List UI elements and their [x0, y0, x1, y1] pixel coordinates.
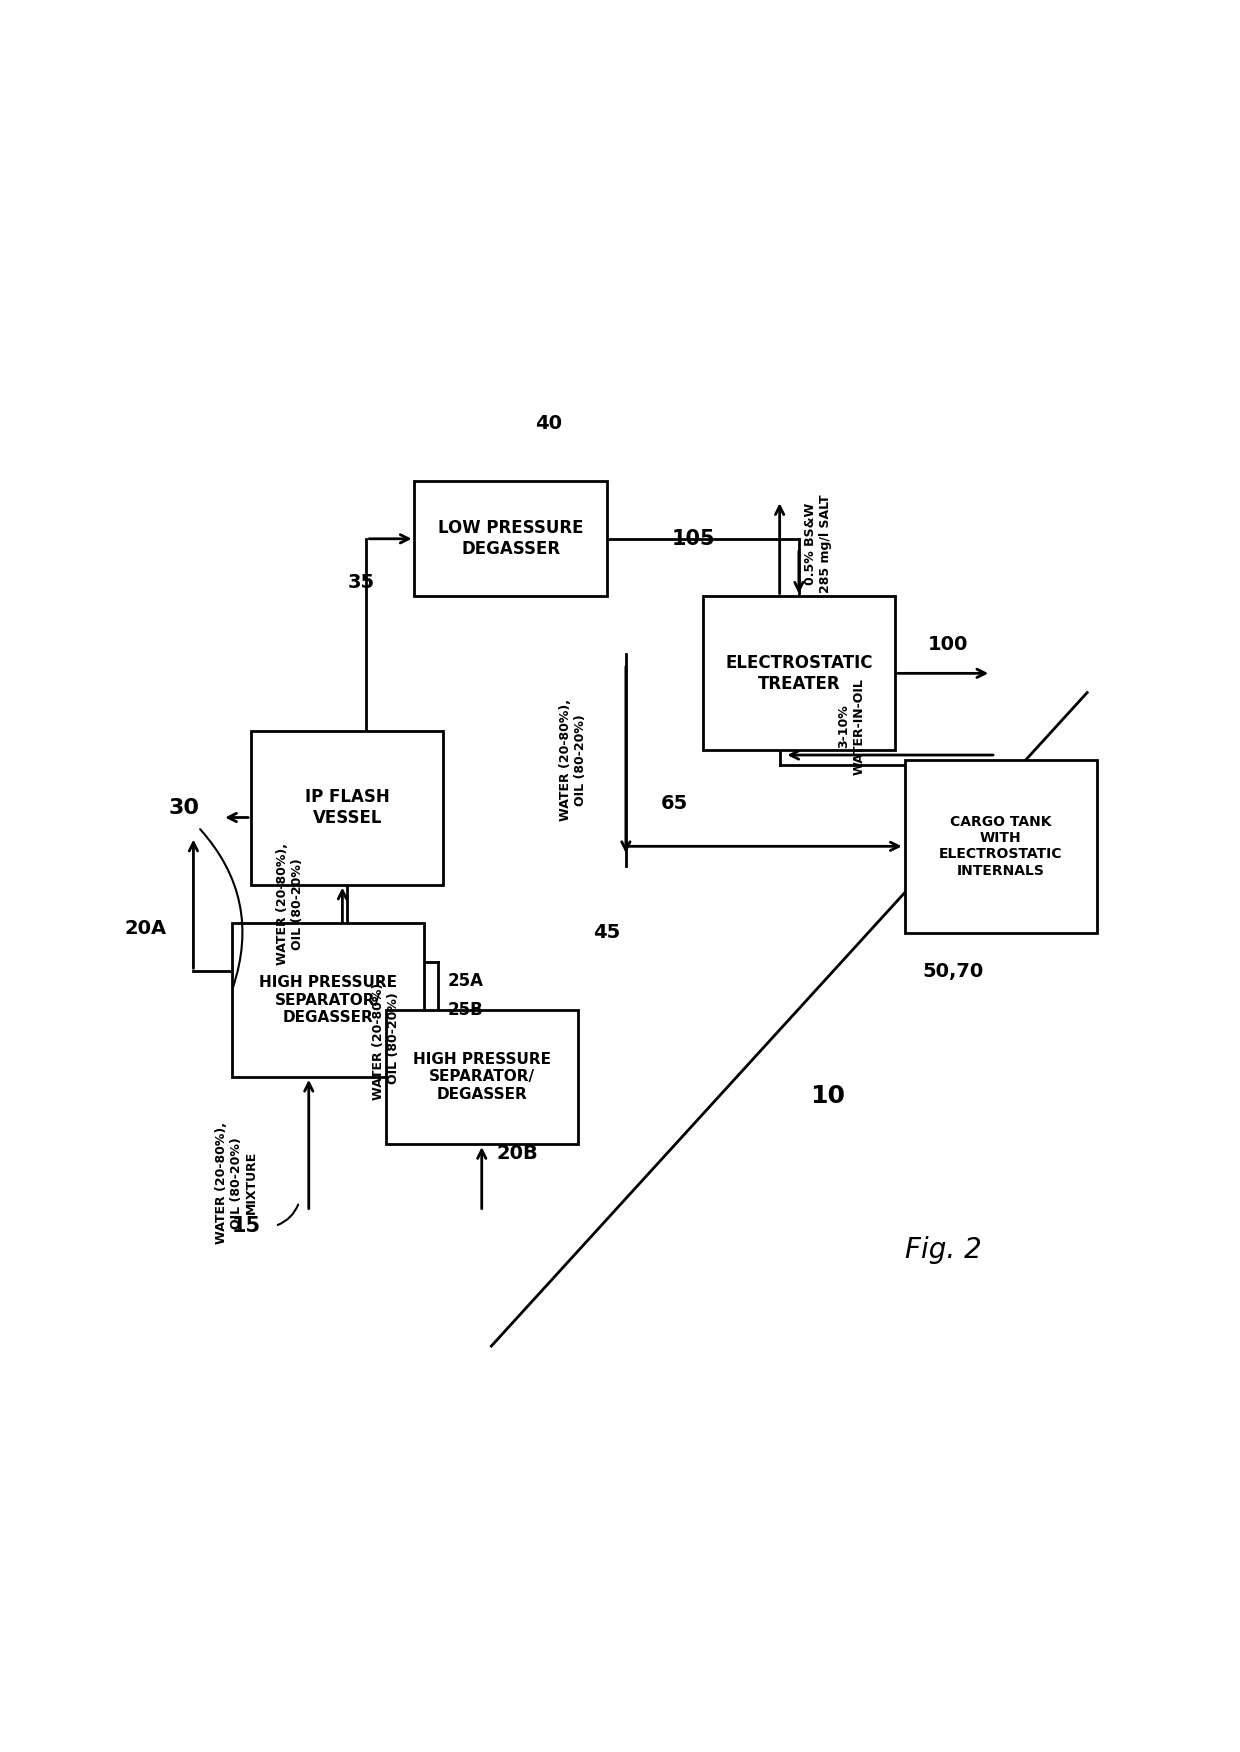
Text: 0.5% BS&W
285 mg/l SALT: 0.5% BS&W 285 mg/l SALT	[804, 494, 832, 592]
Text: 35: 35	[348, 573, 376, 592]
Text: 40: 40	[534, 413, 562, 433]
Text: 3-10%
WATER-IN-OIL: 3-10% WATER-IN-OIL	[837, 678, 866, 774]
Text: 65: 65	[661, 794, 687, 813]
Text: 45: 45	[593, 923, 620, 943]
Text: 25A: 25A	[448, 972, 484, 990]
Text: 100: 100	[928, 634, 968, 653]
Text: WATER (20-80%),
OIL (80-20%): WATER (20-80%), OIL (80-20%)	[559, 699, 587, 822]
Bar	[232, 923, 424, 1077]
Text: CARGO TANK
WITH
ELECTROSTATIC
INTERNALS: CARGO TANK WITH ELECTROSTATIC INTERNALS	[939, 815, 1063, 878]
Bar	[386, 1009, 578, 1144]
Text: 25B: 25B	[448, 1000, 484, 1018]
Text: WATER (20-80%),
OIL (80-20%)
MIXTURE: WATER (20-80%), OIL (80-20%) MIXTURE	[216, 1121, 258, 1244]
Text: 30: 30	[169, 797, 200, 818]
Text: 50,70: 50,70	[923, 962, 983, 981]
Text: Fig. 2: Fig. 2	[905, 1235, 981, 1263]
Text: 20A: 20A	[124, 918, 166, 937]
Text: ELECTROSTATIC
TREATER: ELECTROSTATIC TREATER	[725, 653, 873, 692]
Text: WATER (20-80%),
OIL (80-20%): WATER (20-80%), OIL (80-20%)	[372, 978, 399, 1100]
Text: IP FLASH
VESSEL: IP FLASH VESSEL	[305, 788, 389, 827]
Text: 10: 10	[810, 1084, 846, 1109]
Text: LOW PRESSURE
DEGASSER: LOW PRESSURE DEGASSER	[438, 519, 583, 559]
Text: 20B: 20B	[496, 1144, 538, 1163]
Text: 15: 15	[232, 1216, 260, 1235]
Text: HIGH PRESSURE
SEPARATOR/
DEGASSER: HIGH PRESSURE SEPARATOR/ DEGASSER	[413, 1051, 551, 1102]
Bar	[905, 760, 1096, 932]
Text: 105: 105	[671, 529, 715, 548]
Bar	[414, 482, 606, 596]
Text: HIGH PRESSURE
SEPARATOR/
DEGASSER: HIGH PRESSURE SEPARATOR/ DEGASSER	[259, 976, 397, 1025]
Bar	[703, 596, 895, 750]
Bar	[250, 731, 444, 885]
Text: WATER (20-80%),
OIL (80-20%): WATER (20-80%), OIL (80-20%)	[275, 843, 304, 965]
